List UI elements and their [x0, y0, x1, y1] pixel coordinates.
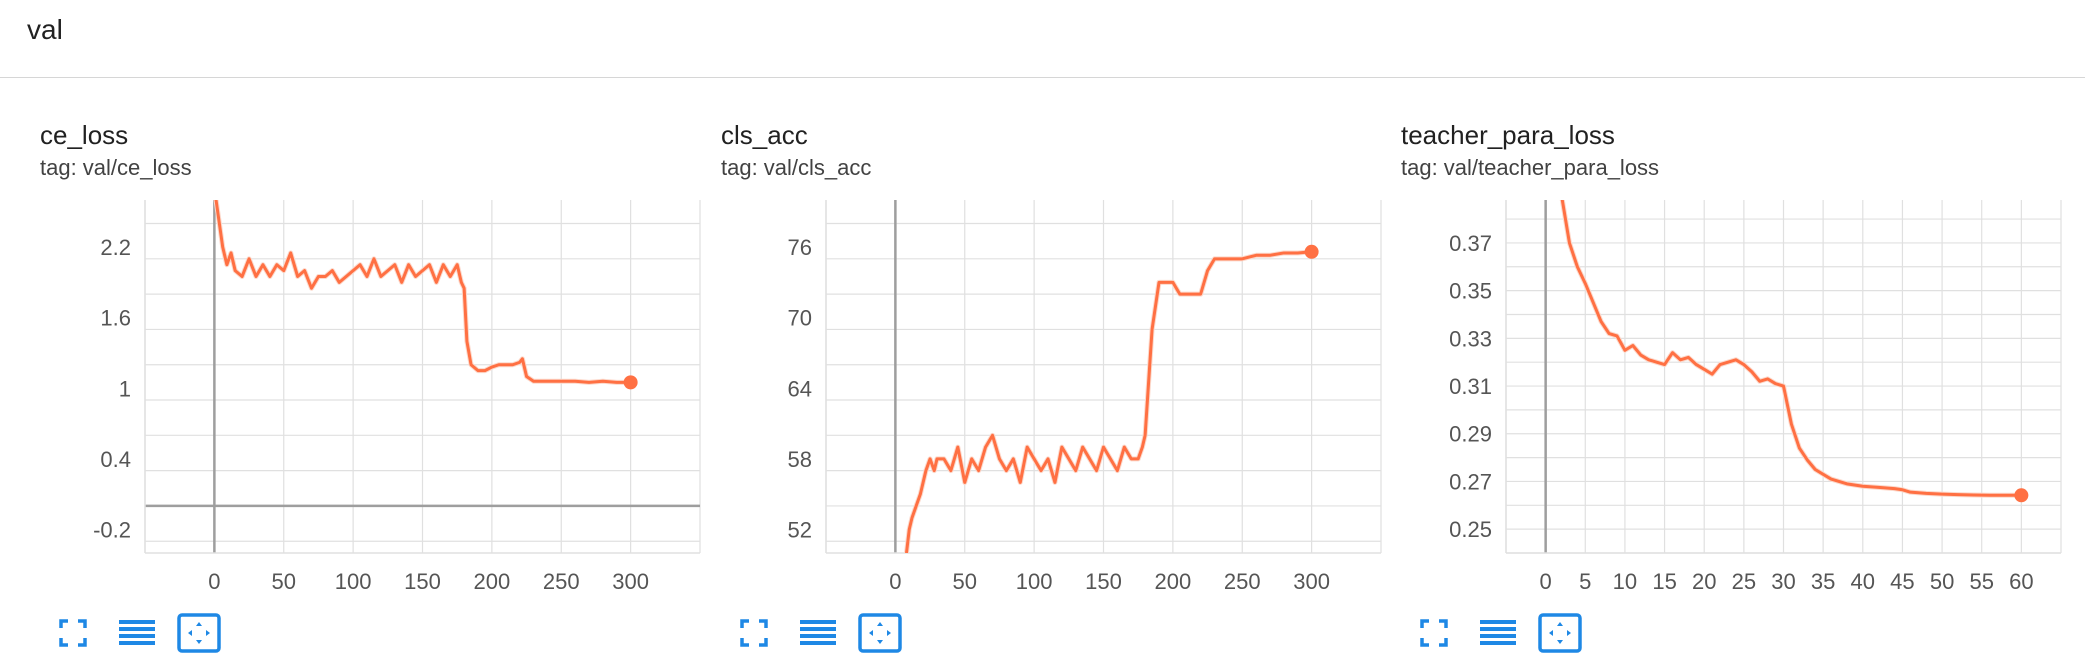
fit-domain-button[interactable] — [1537, 612, 1583, 654]
x-tick-label: 0 — [1540, 569, 1552, 594]
y-tick-label: -0.2 — [93, 517, 131, 542]
y-tick-label: 52 — [788, 517, 812, 542]
toggle-data-table-button[interactable] — [797, 612, 839, 654]
x-tick-label: 50 — [1930, 569, 1954, 594]
y-tick-label: 70 — [788, 306, 812, 331]
fit-domain-icon — [177, 613, 221, 653]
series-line — [1560, 200, 2022, 497]
chart-plot[interactable]: 0 5 10 15 20 25 30 35 40 45 50 55 60 0.25 0.27 0.29 0.31… — [1401, 200, 2085, 600]
chart-title: teacher_para_loss — [1401, 120, 1615, 150]
toggle-data-table-button[interactable] — [116, 612, 158, 654]
chart-tag: tag: val/ce_loss — [40, 155, 192, 180]
y-tick-label: 58 — [788, 447, 812, 472]
x-tick-label: 0 — [208, 569, 220, 594]
fullscreen-icon — [740, 619, 768, 647]
chart-title: cls_acc — [721, 120, 808, 150]
y-tick-label: 0.35 — [1449, 279, 1492, 304]
x-tick-label: 30 — [1771, 569, 1795, 594]
last-point-marker — [2014, 488, 2029, 503]
fit-domain-icon — [858, 613, 902, 653]
section-header: val — [0, 0, 2085, 78]
y-tick-label: 2.2 — [100, 235, 131, 260]
chart-tag: tag: val/cls_acc — [721, 155, 872, 180]
fit-domain-button[interactable] — [176, 612, 222, 654]
fullscreen-icon — [1420, 619, 1448, 647]
chart-title: ce_loss — [40, 120, 129, 150]
x-tick-label: 45 — [1890, 569, 1914, 594]
x-tick-label: 250 — [543, 569, 580, 594]
toggle-data-table-button[interactable] — [1477, 612, 1519, 654]
y-tick-label: 0.29 — [1449, 422, 1492, 447]
y-tick-label: 76 — [788, 235, 812, 260]
chart-plot[interactable]: 0 50 100 150 200 250 300 52 58 64 70 76 — [721, 200, 1421, 600]
x-tick-label: 55 — [1969, 569, 1993, 594]
last-point-marker — [623, 375, 638, 390]
x-tick-label: 100 — [1016, 569, 1053, 594]
x-tick-label: 0 — [889, 569, 901, 594]
x-tick-label: 15 — [1652, 569, 1676, 594]
plot-area — [903, 249, 1312, 553]
y-tick-label: 0.33 — [1449, 326, 1492, 351]
list-icon — [800, 620, 836, 645]
y-tick-label: 0.25 — [1449, 517, 1492, 542]
list-icon — [119, 620, 155, 645]
x-tick-label: 60 — [2009, 569, 2033, 594]
y-tick-label: 64 — [788, 376, 812, 401]
y-tick-label: 0.4 — [100, 447, 131, 472]
series-raw-line — [903, 249, 1312, 553]
x-tick-label: 40 — [1851, 569, 1875, 594]
list-icon — [1480, 620, 1516, 645]
series-line — [904, 250, 1312, 553]
series-line — [214, 200, 631, 384]
y-tick-label: 1 — [119, 376, 131, 401]
fullscreen-button[interactable] — [1413, 612, 1455, 654]
x-tick-label: 200 — [474, 569, 511, 594]
chart-card-teacher-para-loss: teacher_para_loss tag: val/teacher_para_… — [1401, 100, 2081, 670]
fit-domain-button[interactable] — [857, 612, 903, 654]
x-tick-label: 150 — [1085, 569, 1122, 594]
y-tick-label: 0.37 — [1449, 231, 1492, 256]
chart-card-ce-loss: ce_loss tag: val/ce_loss 0 50 100 150 200 250… — [40, 100, 720, 670]
x-tick-label: 150 — [404, 569, 441, 594]
x-tick-label: 100 — [335, 569, 372, 594]
y-tick-label: 0.31 — [1449, 374, 1492, 399]
fullscreen-button[interactable] — [733, 612, 775, 654]
fullscreen-icon — [59, 619, 87, 647]
x-tick-label: 200 — [1155, 569, 1192, 594]
x-tick-label: 250 — [1224, 569, 1261, 594]
plot-area — [213, 200, 631, 385]
y-tick-label: 0.27 — [1449, 469, 1492, 494]
section-title: val — [27, 14, 63, 45]
x-tick-label: 5 — [1579, 569, 1591, 594]
last-point-marker — [1304, 244, 1319, 259]
chart-card-cls-acc: cls_acc tag: val/cls_acc 0 50 100 150 200 250… — [721, 100, 1401, 670]
y-tick-label: 1.6 — [100, 306, 131, 331]
x-tick-label: 300 — [612, 569, 649, 594]
x-tick-label: 300 — [1293, 569, 1330, 594]
chart-tag: tag: val/teacher_para_loss — [1401, 155, 1660, 180]
fit-domain-icon — [1538, 613, 1582, 653]
chart-plot[interactable]: 0 50 100 150 200 250 300 -0.2 0.4 1 1.6 2.2 — [40, 200, 740, 600]
x-tick-label: 50 — [953, 569, 977, 594]
plot-area — [1559, 200, 2022, 498]
x-tick-label: 50 — [272, 569, 296, 594]
x-tick-label: 35 — [1811, 569, 1835, 594]
x-tick-label: 20 — [1692, 569, 1716, 594]
x-tick-label: 25 — [1732, 569, 1756, 594]
x-tick-label: 10 — [1613, 569, 1637, 594]
fullscreen-button[interactable] — [52, 612, 94, 654]
